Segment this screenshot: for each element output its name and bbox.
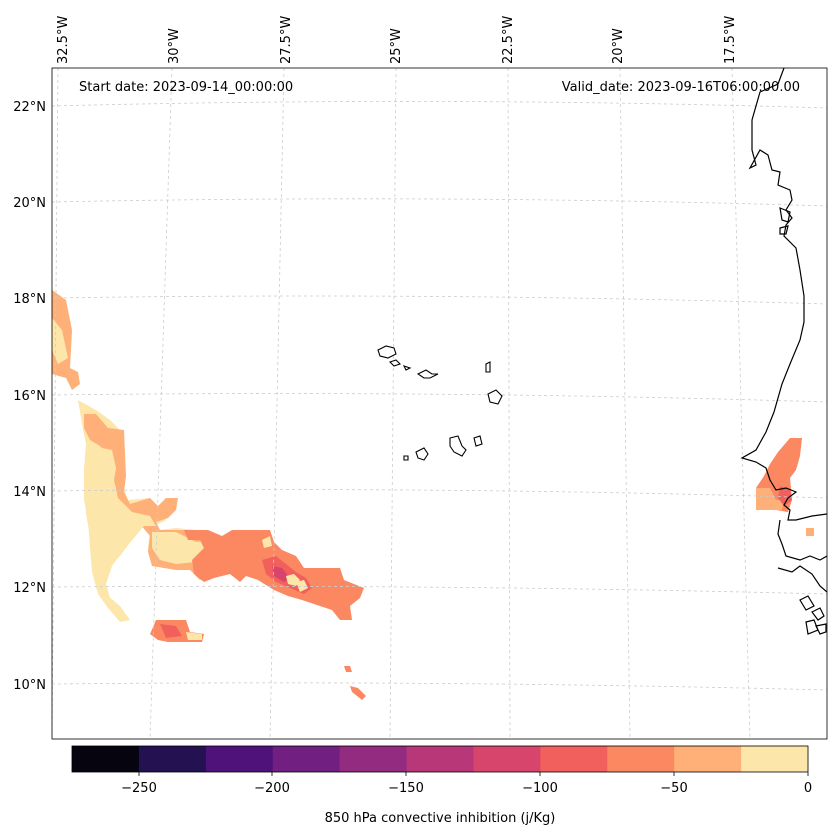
lon-label: 30°W [167,28,182,64]
lon-axis-labels: 32.5°W 30°W 27.5°W 25°W 22.5°W 20°W 17.5… [56,16,738,64]
coastline-dakar-peninsula [779,207,791,235]
lon-label: 32.5°W [56,16,71,64]
colorbar-segment [674,746,742,772]
lat-label: 16°N [13,389,46,404]
colorbar-segment [406,746,474,772]
gridlines [52,68,827,739]
cape-verde-islands [377,345,503,461]
colorbar-segment [205,746,274,772]
gridline-lat-16 [52,393,827,403]
colorbar-frame [71,745,809,773]
colorbar-tick-label: −250 [121,781,157,796]
colorbar-tick-label: −150 [388,781,424,796]
gridline-lon-22-5 [507,68,511,739]
cin-patch-africa-red [778,486,792,506]
colorbar-tick-label: −100 [522,781,558,796]
colorbar-segment [72,746,140,772]
colorbar-segment [272,746,341,772]
island-sao-nicolau [416,369,439,379]
island-boa-vista [487,389,503,405]
lon-label: 17.5°W [723,16,738,64]
gridline-lon-30 [149,68,173,739]
colorbar-segments [72,746,809,772]
lat-label: 12°N [13,581,46,596]
colorbar-tick-label: −50 [660,781,687,796]
colorbar-segment [339,746,408,772]
colorbar-label: 850 hPa convective inhibition (j/Kg) [325,811,556,826]
island-santo-antao [377,345,397,359]
gridline-lon-20 [619,68,631,739]
gridline-lon-17-5 [731,68,751,739]
gridline-lat-18 [52,295,827,305]
gridline-lat-10 [52,682,827,691]
lat-label: 18°N [13,292,46,307]
colorbar-tick-label: −200 [254,781,290,796]
cin-field [52,290,814,700]
lat-label: 22°N [13,100,46,115]
valid-date-annotation: Valid_date: 2023-09-16T06:00:00.00 [562,80,800,95]
gridline-lat-14 [52,489,827,499]
colorbar-segment [741,746,809,772]
colorbar-ticks [138,772,809,776]
colorbar-segment [138,746,207,772]
cin-patch-africa-dot [806,528,814,536]
island-sal [485,361,491,373]
cin-patch-spot-2 [350,686,366,700]
cin-patch-south-yellow [186,632,202,640]
lat-axis-labels: 22°N 20°N 18°N 16°N 14°N 12°N 10°N [13,100,46,693]
coastline-bijagos [777,565,827,593]
gridline-lat-12 [52,585,827,595]
africa-coastline [740,68,827,635]
gridline-lon-27-5 [269,68,285,739]
cin-patch-yellow-dot [262,536,272,548]
cin-patch-spot-1 [344,666,352,672]
cin-patch-south-red [160,624,182,638]
lat-label: 10°N [13,678,46,693]
cin-patch-west-inner [52,318,68,364]
gridline-lon-32-5 [52,68,59,739]
coastline-guinea-bissau [777,519,827,561]
island-brava [403,455,409,461]
gridline-lat-20 [52,198,827,207]
coastline-islands-south [799,595,827,635]
cin-patch-yellow-dot-2 [296,580,308,592]
colorbar-segment [540,746,608,772]
lat-label: 20°N [13,196,46,211]
lon-label: 22.5°W [501,16,516,64]
gridline-lat-22 [52,101,827,109]
cin-patch-yellow-interior [84,448,156,614]
island-maio [473,435,483,447]
colorbar-segment [607,746,675,772]
map-frame [51,67,828,740]
lon-label: 27.5°W [279,16,294,64]
cin-patch-west-outer [52,290,80,390]
gridline-lon-25 [389,68,397,739]
island-fogo [415,447,429,461]
colorbar: −250 −200 −150 −100 −50 0 850 hPa convec… [71,745,812,826]
cin-patch-red-inner [272,566,290,582]
colorbar-segment [473,746,541,772]
start-date-annotation: Start date: 2023-09-14_00:00:00 [79,80,293,95]
lat-label: 14°N [13,485,46,500]
cin-patch-africa-fringe [756,488,784,510]
lon-label: 20°W [611,28,626,64]
lon-label: 25°W [389,28,404,64]
island-santa-luzia [402,365,412,371]
coastline-mauritania [740,68,827,521]
island-sao-vicente [388,359,402,367]
colorbar-tick-label: 0 [804,781,812,796]
island-santiago [449,435,467,457]
